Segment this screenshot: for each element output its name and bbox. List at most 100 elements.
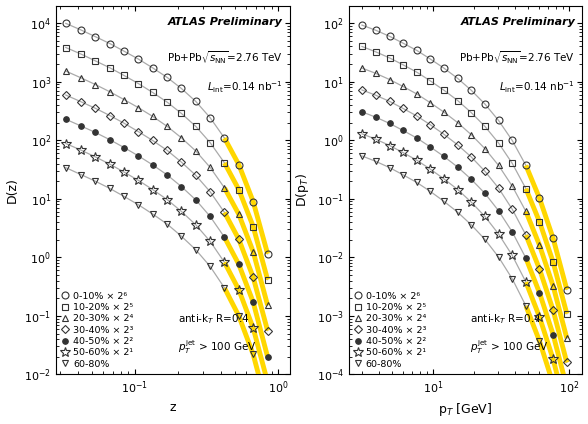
10-20% × 2⁵	[192, 124, 199, 129]
Text: $p_T^{\mathrm{jet}}$ > 100 GeV: $p_T^{\mathrm{jet}}$ > 100 GeV	[178, 338, 256, 356]
0-10% × 2⁶	[495, 118, 502, 123]
Line: 0-10% × 2⁶: 0-10% × 2⁶	[359, 22, 570, 293]
60-80%	[372, 159, 379, 164]
30-40% × 2³	[399, 106, 406, 111]
Line: 20-30% × 2⁴: 20-30% × 2⁴	[359, 64, 570, 342]
0-10% × 2⁶	[221, 136, 228, 141]
0-10% × 2⁶	[440, 65, 447, 70]
20-30% × 2⁴	[399, 84, 406, 89]
40-50% × 2²	[235, 262, 242, 267]
50-60% × 2¹	[536, 314, 543, 319]
Text: anti-k$_T$ R=0.4: anti-k$_T$ R=0.4	[470, 312, 542, 326]
Line: 40-50% × 2²: 40-50% × 2²	[63, 117, 270, 360]
50-60% × 2¹	[163, 197, 171, 202]
60-80%	[359, 153, 366, 159]
0-10% × 2⁶	[62, 21, 69, 26]
0-10% × 2⁶	[522, 163, 529, 168]
20-30% × 2⁴	[454, 120, 461, 125]
30-40% × 2³	[163, 148, 171, 153]
0-10% × 2⁶	[92, 34, 99, 39]
10-20% × 2⁵	[550, 259, 557, 265]
20-30% × 2⁴	[163, 124, 171, 129]
30-40% × 2³	[135, 129, 142, 134]
0-10% × 2⁶	[467, 88, 475, 93]
50-60% × 2¹	[264, 379, 271, 385]
Text: Pb+Pb$\sqrt{s_\mathrm{NN}}$=2.76 TeV: Pb+Pb$\sqrt{s_\mathrm{NN}}$=2.76 TeV	[167, 50, 283, 66]
Line: 50-60% × 2¹: 50-60% × 2¹	[357, 129, 572, 418]
0-10% × 2⁶	[206, 115, 213, 120]
40-50% × 2²	[192, 197, 199, 202]
60-80%	[235, 313, 242, 318]
20-30% × 2⁴	[264, 303, 271, 308]
60-80%	[454, 210, 461, 215]
40-50% × 2²	[440, 154, 447, 159]
10-20% × 2⁵	[359, 44, 366, 49]
Text: anti-k$_T$ R=0.4: anti-k$_T$ R=0.4	[178, 312, 249, 326]
Text: Pb+Pb$\sqrt{s_\mathrm{NN}}$=2.76 TeV: Pb+Pb$\sqrt{s_\mathrm{NN}}$=2.76 TeV	[459, 50, 576, 66]
40-50% × 2²	[509, 229, 516, 234]
50-60% × 2¹	[178, 209, 185, 214]
Line: 20-30% × 2⁴: 20-30% × 2⁴	[62, 67, 271, 309]
0-10% × 2⁶	[550, 236, 557, 241]
30-40% × 2³	[178, 159, 185, 165]
10-20% × 2⁵	[264, 277, 271, 282]
30-40% × 2³	[62, 92, 69, 98]
30-40% × 2³	[440, 131, 447, 137]
30-40% × 2³	[563, 360, 570, 365]
Legend: 0-10% × 2⁶, 10-20% × 2⁵, 20-30% × 2⁴, 30-40% × 2³, 40-50% × 2², 50-60% × 2¹, 60-: 0-10% × 2⁶, 10-20% × 2⁵, 20-30% × 2⁴, 30…	[61, 290, 134, 370]
40-50% × 2²	[467, 177, 475, 182]
Line: 10-20% × 2⁵: 10-20% × 2⁵	[62, 44, 271, 283]
60-80%	[250, 352, 257, 357]
30-40% × 2³	[413, 114, 420, 119]
Text: ATLAS Preliminary: ATLAS Preliminary	[460, 17, 576, 27]
0-10% × 2⁶	[106, 41, 113, 46]
50-60% × 2¹	[467, 200, 475, 205]
50-60% × 2¹	[77, 148, 84, 153]
60-80%	[386, 165, 393, 170]
30-40% × 2³	[495, 186, 502, 191]
Text: $p_T^{\mathrm{jet}}$ > 100 GeV: $p_T^{\mathrm{jet}}$ > 100 GeV	[470, 338, 549, 356]
40-50% × 2²	[62, 117, 69, 122]
Line: 0-10% × 2⁶: 0-10% × 2⁶	[62, 20, 271, 257]
50-60% × 2¹	[206, 239, 213, 244]
0-10% × 2⁶	[536, 195, 543, 201]
50-60% × 2¹	[440, 176, 447, 181]
20-30% × 2⁴	[192, 148, 199, 153]
Line: 60-80%: 60-80%	[359, 153, 570, 424]
Text: $L_\mathrm{int}$=0.14 nb$^{-1}$: $L_\mathrm{int}$=0.14 nb$^{-1}$	[207, 79, 283, 95]
40-50% × 2²	[495, 208, 502, 213]
10-20% × 2⁵	[482, 124, 489, 129]
Line: 30-40% × 2³: 30-40% × 2³	[63, 92, 270, 333]
0-10% × 2⁶	[163, 75, 171, 80]
10-20% × 2⁵	[426, 78, 433, 83]
60-80%	[509, 276, 516, 282]
10-20% × 2⁵	[522, 186, 529, 191]
30-40% × 2³	[359, 87, 366, 92]
10-20% × 2⁵	[135, 81, 142, 86]
50-60% × 2¹	[135, 178, 142, 183]
40-50% × 2²	[149, 162, 156, 167]
20-30% × 2⁴	[250, 249, 257, 254]
50-60% × 2¹	[522, 279, 529, 285]
10-20% × 2⁵	[235, 187, 242, 192]
50-60% × 2¹	[372, 137, 379, 142]
60-80%	[413, 180, 420, 185]
30-40% × 2³	[426, 122, 433, 127]
10-20% × 2⁵	[536, 219, 543, 224]
40-50% × 2²	[563, 385, 570, 390]
50-60% × 2¹	[399, 150, 406, 155]
0-10% × 2⁶	[149, 65, 156, 70]
10-20% × 2⁵	[92, 59, 99, 64]
50-60% × 2¹	[149, 187, 156, 192]
0-10% × 2⁶	[372, 28, 379, 33]
60-80%	[522, 304, 529, 309]
30-40% × 2³	[509, 206, 516, 212]
20-30% × 2⁴	[62, 69, 69, 74]
Line: 10-20% × 2⁵: 10-20% × 2⁵	[359, 43, 570, 317]
10-20% × 2⁵	[399, 62, 406, 67]
30-40% × 2³	[192, 173, 199, 178]
20-30% × 2⁴	[372, 71, 379, 76]
40-50% × 2²	[359, 109, 366, 114]
30-40% × 2³	[250, 275, 257, 280]
10-20% × 2⁵	[495, 140, 502, 145]
